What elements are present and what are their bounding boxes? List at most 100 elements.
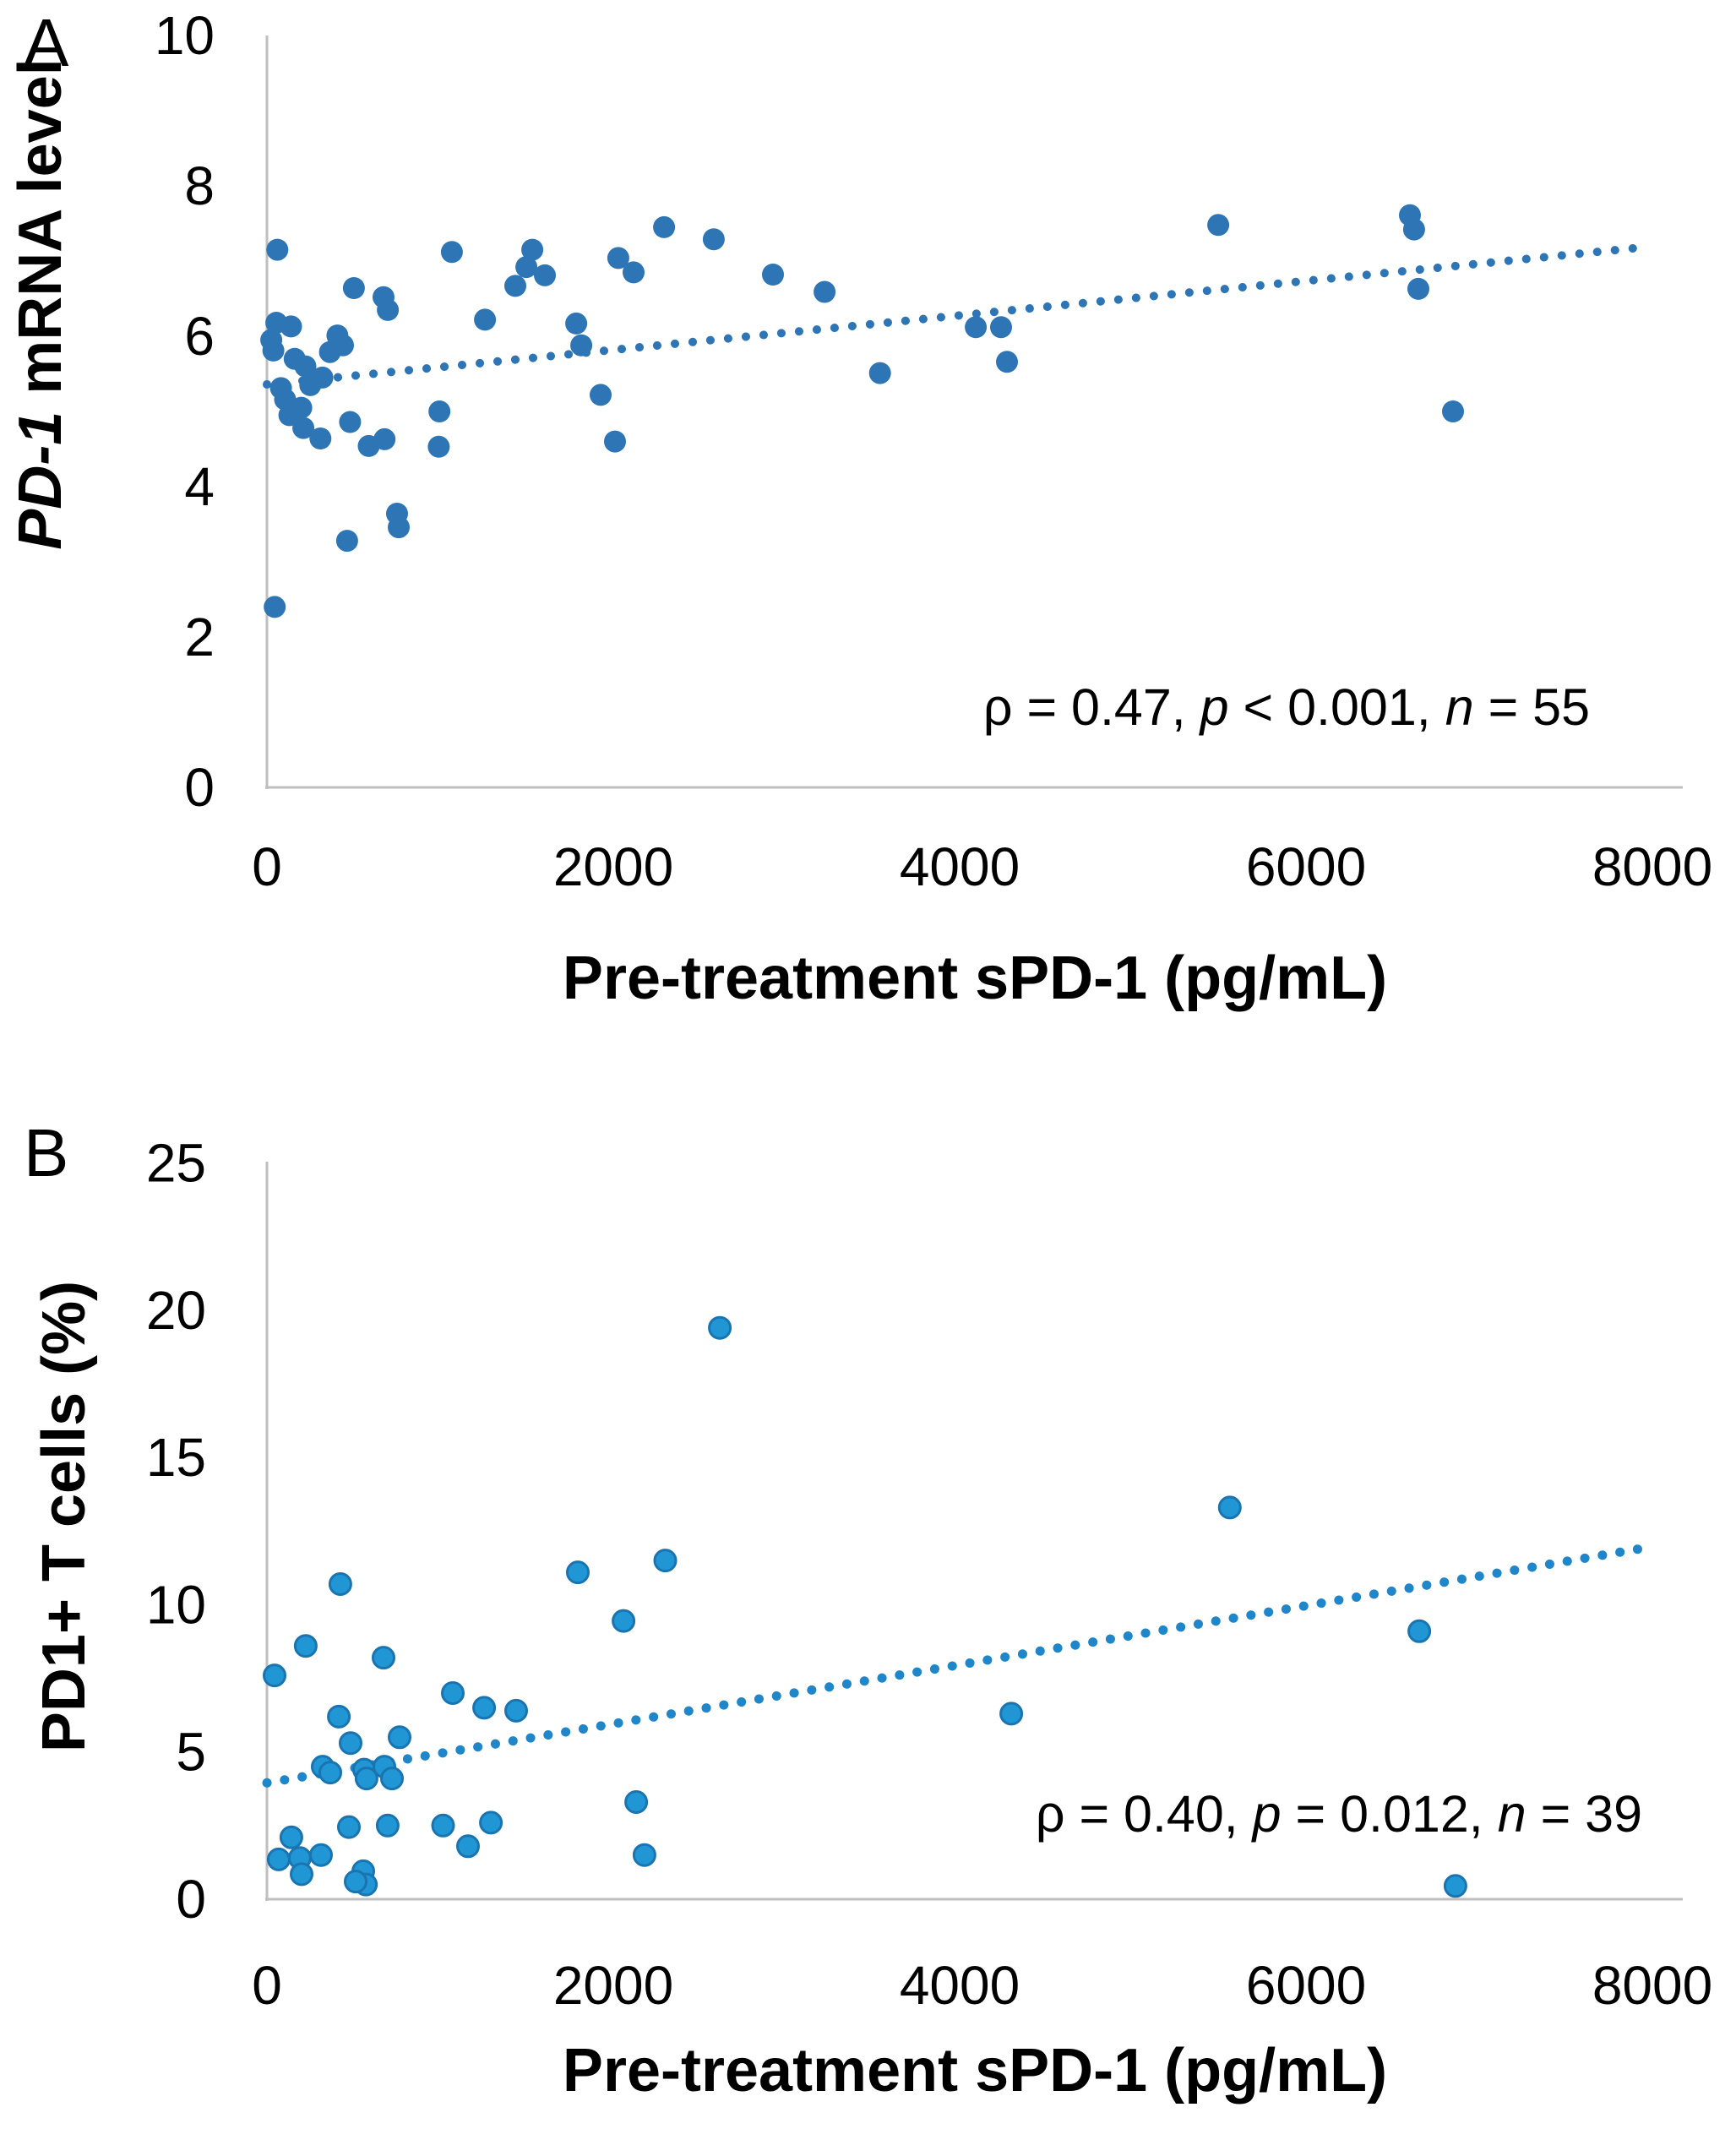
data-point bbox=[332, 334, 354, 357]
data-point bbox=[604, 430, 626, 453]
x-tick-label: 0 bbox=[252, 1955, 282, 2016]
data-point bbox=[708, 1315, 732, 1340]
y-tick-label: 20 bbox=[146, 1280, 206, 1341]
data-point bbox=[566, 1560, 590, 1585]
data-point bbox=[339, 1731, 362, 1756]
data-point bbox=[264, 596, 286, 618]
y-tick-label: 0 bbox=[184, 757, 215, 818]
trend-line bbox=[262, 1542, 1654, 1788]
data-point bbox=[653, 215, 676, 238]
data-point bbox=[290, 1862, 313, 1887]
data-point bbox=[521, 238, 544, 261]
data-point bbox=[279, 1825, 303, 1849]
data-point bbox=[278, 404, 301, 427]
data-point bbox=[428, 400, 451, 422]
x-tick-label: 2000 bbox=[553, 836, 673, 897]
data-point bbox=[380, 1767, 404, 1791]
data-point bbox=[342, 277, 365, 299]
data-point bbox=[299, 373, 322, 396]
data-point bbox=[293, 1634, 318, 1658]
data-point bbox=[388, 1725, 411, 1750]
data-point bbox=[372, 1646, 395, 1670]
data-point bbox=[427, 435, 450, 458]
data-point bbox=[283, 347, 306, 370]
data-point bbox=[260, 329, 283, 351]
data-point bbox=[504, 1698, 528, 1723]
panel-a: 0 2 4 6 8 10 0 2000 4000 6000 8000 A Pre-treatment s… bbox=[7, 5, 1712, 1012]
data-point bbox=[344, 1870, 367, 1894]
data-point bbox=[266, 1847, 291, 1871]
x-tick-label: 0 bbox=[252, 836, 282, 897]
data-point bbox=[1407, 1619, 1432, 1643]
y-tick-label: 2 bbox=[184, 607, 215, 667]
data-point bbox=[612, 1609, 636, 1633]
data-point bbox=[965, 316, 988, 339]
data-point bbox=[327, 1704, 351, 1729]
data-point bbox=[440, 241, 463, 264]
data-point bbox=[504, 275, 526, 297]
y-tick-label: 8 bbox=[184, 155, 215, 216]
y-tick-label: 5 bbox=[176, 1722, 206, 1783]
x-tick-label: 6000 bbox=[1246, 1955, 1366, 2016]
panel-b: 0 5 10 15 20 25 0 2000 4000 6000 8000 B Pre-treatmen… bbox=[24, 1115, 1712, 2104]
data-point bbox=[565, 312, 588, 335]
stats-annotation: ρ = 0.47, p < 0.001, n = 55 bbox=[983, 678, 1590, 736]
data-point bbox=[570, 334, 593, 357]
data-point bbox=[1402, 218, 1425, 241]
data-point bbox=[328, 1572, 352, 1596]
data-point bbox=[354, 1767, 378, 1791]
y-tick-label: 15 bbox=[146, 1427, 206, 1488]
data-point bbox=[1443, 1874, 1467, 1898]
data-point bbox=[1217, 1495, 1242, 1520]
data-point bbox=[1207, 214, 1230, 237]
x-tick-label: 6000 bbox=[1246, 836, 1366, 897]
y-tick-label: 10 bbox=[155, 5, 215, 66]
y-tick-label: 25 bbox=[146, 1133, 206, 1194]
data-point bbox=[1407, 277, 1429, 300]
trend-line bbox=[263, 242, 1653, 389]
data-point bbox=[534, 264, 556, 286]
x-tick-label: 8000 bbox=[1592, 1955, 1712, 2016]
x-tick-label: 4000 bbox=[900, 836, 1020, 897]
y-axis-title: PD1+ T cells (%) bbox=[30, 1281, 98, 1752]
y-tick-label: 4 bbox=[184, 456, 215, 517]
panel-label: B bbox=[24, 1115, 68, 1190]
data-point bbox=[632, 1843, 656, 1867]
data-point bbox=[762, 264, 784, 286]
data-point bbox=[623, 261, 645, 284]
data-point bbox=[263, 1663, 286, 1688]
data-point bbox=[1442, 400, 1464, 422]
y-tick-label: 10 bbox=[146, 1574, 206, 1635]
data-point bbox=[335, 530, 358, 553]
x-tick-label: 8000 bbox=[1592, 836, 1712, 897]
data-point bbox=[456, 1834, 480, 1859]
data-point bbox=[309, 1843, 333, 1867]
data-point bbox=[990, 316, 1012, 339]
data-point bbox=[337, 1815, 361, 1839]
data-point bbox=[388, 516, 410, 539]
y-tick-label: 0 bbox=[176, 1869, 206, 1930]
data-point bbox=[375, 1813, 400, 1838]
y-tick-label: 6 bbox=[184, 306, 215, 367]
data-point bbox=[624, 1790, 649, 1814]
data-point bbox=[702, 228, 725, 251]
x-tick-label: 4000 bbox=[900, 1955, 1020, 2016]
data-point bbox=[280, 315, 302, 338]
data-point bbox=[441, 1681, 465, 1705]
data-point bbox=[868, 362, 891, 384]
data-point bbox=[373, 427, 396, 450]
panel-label: A bbox=[24, 5, 69, 80]
data-point bbox=[309, 427, 332, 449]
data-point bbox=[266, 238, 289, 261]
data-point bbox=[590, 384, 612, 406]
data-point bbox=[999, 1702, 1024, 1726]
data-point bbox=[474, 308, 497, 331]
data-point bbox=[472, 1696, 497, 1720]
stats-annotation: ρ = 0.40, p = 0.012, n = 39 bbox=[1036, 1785, 1642, 1843]
data-point bbox=[653, 1549, 678, 1573]
x-axis-title: Pre-treatment sPD-1 (pg/mL) bbox=[563, 945, 1387, 1012]
data-point bbox=[318, 1761, 342, 1785]
data-point bbox=[339, 411, 362, 433]
